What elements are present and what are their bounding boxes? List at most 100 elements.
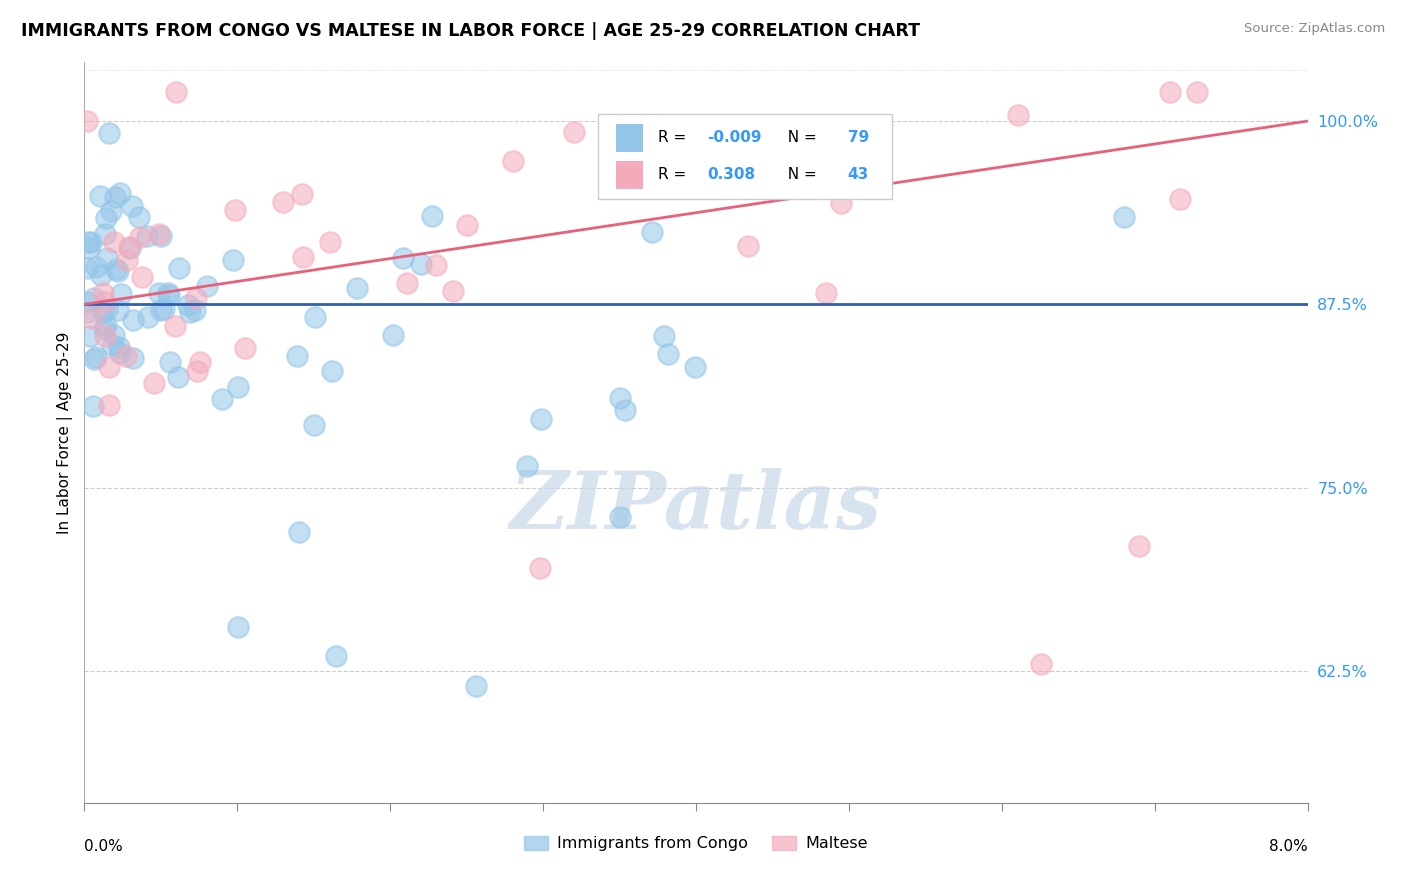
- Point: [224, 202, 246, 217]
- Point: [94, 294, 117, 309]
- Point: [830, 195, 852, 210]
- FancyBboxPatch shape: [598, 114, 891, 200]
- Point: [562, 125, 585, 139]
- Point: [108, 340, 131, 354]
- Point: [1159, 85, 1181, 99]
- Point: [103, 327, 125, 342]
- Point: [118, 240, 141, 254]
- Point: [77, 305, 100, 319]
- Point: [222, 252, 245, 267]
- Point: [80, 311, 103, 326]
- Point: [94, 211, 117, 225]
- Point: [148, 227, 170, 242]
- Point: [176, 298, 198, 312]
- Point: [1029, 657, 1052, 671]
- Legend: Immigrants from Congo, Maltese: Immigrants from Congo, Maltese: [517, 830, 875, 858]
- Point: [319, 235, 342, 249]
- Point: [80, 235, 103, 249]
- Text: N =: N =: [778, 168, 821, 183]
- Text: 79: 79: [848, 130, 869, 145]
- Point: [640, 225, 662, 239]
- Point: [184, 291, 207, 305]
- Point: [465, 679, 488, 693]
- Point: [502, 154, 524, 169]
- Point: [392, 251, 415, 265]
- Point: [683, 359, 706, 374]
- Point: [149, 229, 172, 244]
- Point: [121, 313, 143, 327]
- Point: [321, 364, 343, 378]
- Point: [287, 524, 309, 539]
- Point: [93, 321, 115, 335]
- Point: [325, 649, 347, 664]
- Point: [302, 417, 325, 432]
- Point: [120, 241, 142, 255]
- Text: -0.009: -0.009: [707, 130, 762, 145]
- Point: [76, 113, 98, 128]
- Point: [96, 301, 118, 316]
- Point: [148, 285, 170, 300]
- Point: [179, 305, 201, 319]
- Text: 43: 43: [848, 168, 869, 183]
- Point: [91, 304, 114, 318]
- Point: [395, 276, 418, 290]
- Text: R =: R =: [658, 130, 692, 145]
- Point: [150, 303, 173, 318]
- Point: [1185, 85, 1208, 99]
- Point: [153, 302, 176, 317]
- Point: [425, 258, 447, 272]
- Point: [165, 85, 187, 99]
- Point: [142, 376, 165, 390]
- Point: [1168, 193, 1191, 207]
- Point: [76, 295, 98, 310]
- Text: ZIPatlas: ZIPatlas: [510, 468, 882, 545]
- Point: [108, 346, 131, 360]
- Point: [657, 347, 679, 361]
- Point: [89, 188, 111, 202]
- Point: [103, 235, 125, 249]
- Text: R =: R =: [658, 168, 692, 183]
- Point: [121, 199, 143, 213]
- Point: [82, 400, 104, 414]
- Point: [346, 281, 368, 295]
- Point: [115, 252, 138, 267]
- Point: [107, 264, 129, 278]
- Y-axis label: In Labor Force | Age 25-29: In Labor Force | Age 25-29: [58, 332, 73, 533]
- Point: [165, 319, 187, 334]
- Point: [273, 194, 295, 209]
- Point: [420, 210, 443, 224]
- Bar: [616, 161, 644, 189]
- Point: [195, 279, 218, 293]
- Point: [136, 229, 159, 244]
- Point: [110, 186, 132, 200]
- Point: [97, 127, 120, 141]
- Point: [609, 391, 631, 405]
- Point: [226, 620, 249, 634]
- Point: [97, 360, 120, 375]
- Point: [685, 153, 707, 168]
- Text: N =: N =: [778, 130, 821, 145]
- Text: 0.0%: 0.0%: [84, 839, 124, 855]
- Point: [186, 364, 208, 378]
- Point: [104, 262, 127, 277]
- Point: [121, 351, 143, 366]
- Point: [737, 239, 759, 253]
- Point: [529, 561, 551, 575]
- Point: [382, 328, 405, 343]
- Point: [609, 510, 631, 524]
- Point: [614, 403, 637, 417]
- Point: [159, 355, 181, 369]
- Point: [291, 186, 314, 201]
- Point: [304, 310, 326, 325]
- Point: [104, 190, 127, 204]
- Text: IMMIGRANTS FROM CONGO VS MALTESE IN LABOR FORCE | AGE 25-29 CORRELATION CHART: IMMIGRANTS FROM CONGO VS MALTESE IN LABO…: [21, 22, 920, 40]
- Point: [98, 398, 121, 412]
- Point: [128, 210, 150, 224]
- Text: 0.308: 0.308: [707, 168, 755, 183]
- Point: [77, 241, 100, 255]
- Point: [157, 286, 180, 301]
- Point: [131, 269, 153, 284]
- Point: [184, 302, 207, 317]
- Point: [235, 341, 257, 355]
- Text: 8.0%: 8.0%: [1268, 839, 1308, 855]
